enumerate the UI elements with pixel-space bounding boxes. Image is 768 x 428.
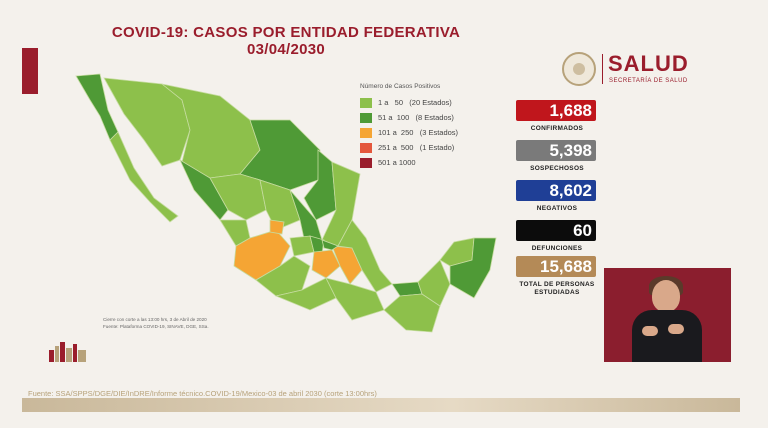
legend-item: 251 a 500 (1 Estado) — [360, 140, 458, 155]
state-hidalgo — [321, 239, 339, 251]
footer-strip — [22, 398, 740, 412]
legend-swatch — [360, 97, 372, 108]
state-aguascalientes — [269, 219, 285, 235]
stat-label: NEGATIVOS — [536, 205, 578, 212]
state-tabasco — [391, 281, 423, 297]
legend-swatch — [360, 112, 372, 123]
title-line-1: COVID-19: CASOS POR ENTIDAD FEDERATIVA — [111, 24, 461, 41]
stat-label: SOSPECHOSOS — [530, 165, 584, 172]
mexico-map — [75, 73, 497, 333]
title-line-2: 03/04/2030 — [246, 41, 326, 58]
legend-swatch — [360, 142, 372, 153]
stat-value: 8,602 — [516, 180, 596, 201]
interpreter-hand — [642, 326, 658, 336]
state-campeche — [417, 259, 451, 307]
stat-value: 15,688 — [516, 256, 596, 277]
logo-subtitle: SECRETARÍA DE SALUD — [609, 78, 688, 84]
legend-item: 1 a 50 (20 Estados) — [360, 95, 458, 110]
stat-negativos: 8,602 NEGATIVOS — [516, 180, 600, 213]
page-title: COVID-19: CASOS POR ENTIDAD FEDERATIVA 0… — [96, 24, 476, 58]
stat-sospechosos: 5,398 SOSPECHOSOS — [516, 140, 600, 173]
logo-name: SALUD — [608, 51, 689, 76]
legend-item: 51 a 100 (8 Estados) — [360, 110, 458, 125]
stat-defunciones: 60 DEFUNCIONES — [516, 220, 600, 253]
stat-total-estudiadas: 15,688 TOTAL DE PERSONAS ESTUDIADAS — [516, 256, 600, 297]
stat-confirmados: 1,688 CONFIRMADOS — [516, 100, 600, 133]
interpreter-head — [652, 280, 680, 312]
cutoff-note: Cierre con corte a las 13:00 hrs, 3 de A… — [103, 316, 209, 330]
legend-label: 251 a 500 (1 Estado) — [378, 143, 455, 152]
legend-label: 101 a 250 (3 Estados) — [378, 128, 459, 137]
legend-label: 501 a 1000 — [378, 158, 416, 167]
legend-item: 501 a 1000 — [360, 155, 458, 170]
legend-item: 101 a 250 (3 Estados) — [360, 125, 458, 140]
salud-logo: SALUD SECRETARÍA DE SALUD — [562, 50, 712, 90]
logo-divider — [602, 54, 603, 84]
state-sinaloa — [179, 158, 229, 221]
state-mexico-city-region — [311, 249, 341, 279]
stat-label: TOTAL DE PERSONAS ESTUDIADAS — [519, 281, 595, 296]
footer-source: Fuente: SSA/SPPS/DGE/DIE/InDRE/Informe t… — [28, 389, 377, 398]
sign-language-interpreter — [604, 268, 731, 362]
stat-label: CONFIRMADOS — [530, 125, 584, 132]
stat-label: DEFUNCIONES — [531, 245, 583, 252]
legend-label: 1 a 50 (20 Estados) — [378, 98, 452, 107]
interpreter-hand — [668, 324, 684, 334]
stat-value: 60 — [516, 220, 596, 241]
legend-label: 51 a 100 (8 Estados) — [378, 113, 454, 122]
cityscape-icon — [49, 342, 86, 362]
state-jalisco — [233, 229, 291, 281]
map-legend: Número de Casos Positivos 1 a 50 (20 Est… — [360, 83, 458, 170]
state-zacatecas — [259, 179, 301, 231]
legend-title: Número de Casos Positivos — [360, 83, 441, 90]
source-line: Fuente: Plataforma COVID-19, SINAVE, DGE… — [103, 324, 209, 329]
cutoff-line: Cierre con corte a las 13:00 hrs, 3 de A… — [103, 317, 207, 322]
mexico-seal-icon — [562, 52, 596, 86]
legend-swatch — [360, 157, 372, 168]
interpreter-body — [632, 310, 702, 362]
accent-bar — [22, 48, 38, 94]
state-quintana-roo — [449, 237, 497, 299]
stat-value: 1,688 — [516, 100, 596, 121]
state-baja-california-sur — [109, 131, 179, 223]
legend-swatch — [360, 127, 372, 138]
stat-value: 5,398 — [516, 140, 596, 161]
